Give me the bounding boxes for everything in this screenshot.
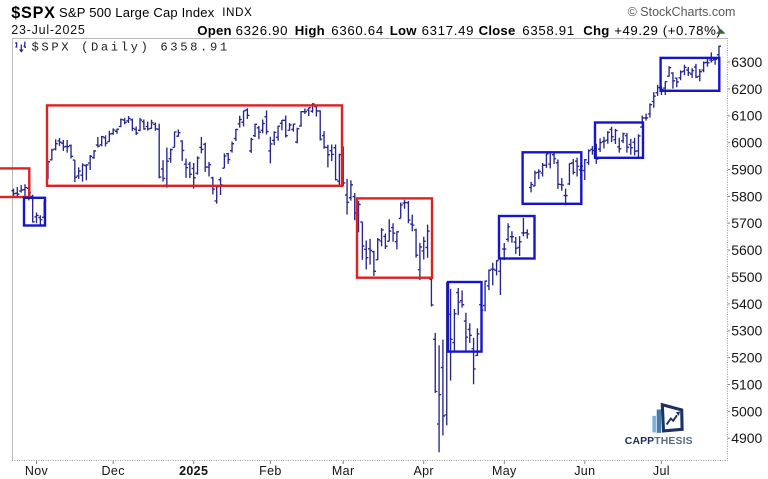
svg-text:Dec: Dec [102, 464, 125, 478]
svg-text:5700: 5700 [731, 215, 762, 231]
svg-text:6200: 6200 [731, 81, 762, 97]
svg-text:CAPPTHESIS: CAPPTHESIS [625, 436, 693, 447]
svg-text:Jul: Jul [653, 464, 670, 478]
svg-text:Apr: Apr [413, 464, 434, 478]
svg-text:6100: 6100 [731, 108, 762, 124]
svg-text:Jun: Jun [574, 464, 595, 478]
svg-text:$SPX (Daily) 6358.91: $SPX (Daily) 6358.91 [32, 41, 230, 55]
svg-text:Mar: Mar [332, 464, 355, 478]
svg-text:2025: 2025 [179, 464, 208, 478]
svg-text:Feb: Feb [259, 464, 282, 478]
svg-text:May: May [492, 464, 517, 478]
svg-text:5000: 5000 [731, 403, 762, 419]
svg-text:5200: 5200 [731, 350, 762, 366]
svg-text:5400: 5400 [731, 296, 762, 312]
svg-text:6300: 6300 [731, 54, 762, 70]
svg-text:5500: 5500 [731, 269, 762, 285]
svg-text:6000: 6000 [731, 135, 762, 151]
svg-text:5300: 5300 [731, 323, 762, 339]
svg-text:Nov: Nov [25, 464, 49, 478]
svg-text:5100: 5100 [731, 376, 762, 392]
svg-text:5600: 5600 [731, 242, 762, 258]
svg-text:5800: 5800 [731, 188, 762, 204]
svg-text:5900: 5900 [731, 161, 762, 177]
svg-text:4900: 4900 [731, 430, 762, 446]
